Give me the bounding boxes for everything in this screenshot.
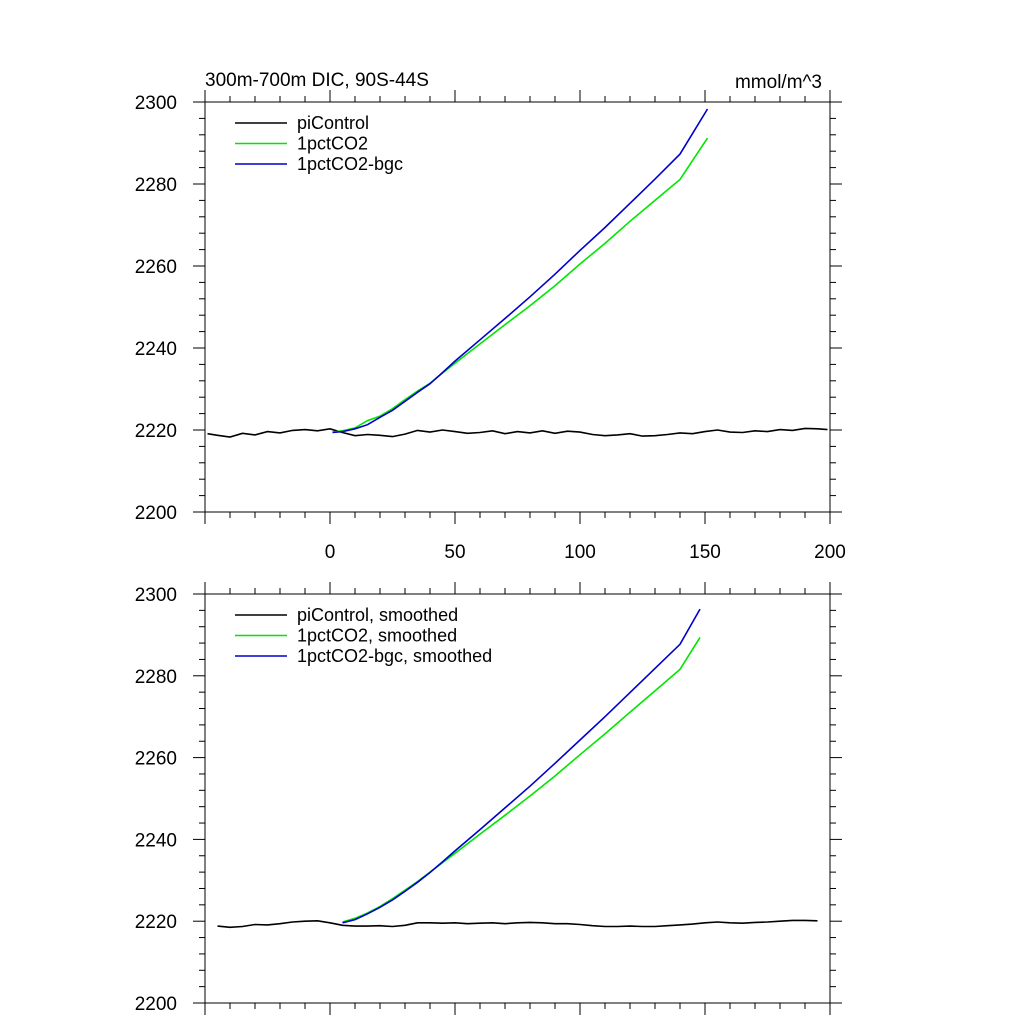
series-line-1 xyxy=(332,137,709,433)
series-line-2 xyxy=(342,608,701,924)
x-tick-label: 150 xyxy=(689,542,721,563)
plot-frame xyxy=(204,101,831,513)
legend-label: 1pctCO2-bgc, smoothed xyxy=(297,646,492,666)
legend-label: piControl, smoothed xyxy=(297,605,458,625)
y-tick-label: 2300 xyxy=(135,585,177,606)
x-tick-label: 0 xyxy=(325,542,336,563)
y-tick-label: 2280 xyxy=(135,667,177,688)
y-tick-label: 2220 xyxy=(135,421,177,442)
y-tick-label: 2260 xyxy=(135,749,177,770)
series-line-0 xyxy=(217,919,818,929)
x-tick-label: 50 xyxy=(444,542,465,563)
x-tick-label: 200 xyxy=(814,542,846,563)
legend-label: 1pctCO2 xyxy=(297,134,368,154)
y-tick-label: 2260 xyxy=(135,257,177,278)
units-label: mmol/m^3 xyxy=(735,72,822,93)
legend-label: piControl xyxy=(297,113,369,133)
y-tick-label: 2240 xyxy=(135,830,177,851)
y-tick-label: 2280 xyxy=(135,175,177,196)
y-tick-label: 2200 xyxy=(135,994,177,1015)
plot-frame xyxy=(204,593,831,1004)
legend-label: 1pctCO2-bgc xyxy=(297,154,403,174)
legend-label: 1pctCO2, smoothed xyxy=(297,626,457,646)
y-tick-label: 2220 xyxy=(135,912,177,933)
x-tick-label: 100 xyxy=(564,542,596,563)
top-panel: 2200 2220 2240 2260 2280 2300 0 50 100 150 200 300m… xyxy=(135,70,846,563)
series-line-0 xyxy=(207,427,828,438)
y-tick-label: 2240 xyxy=(135,339,177,360)
bottom-panel: 2200 2220 2240 2260 2280 2300 piControl, smoot… xyxy=(135,582,842,1015)
series-line-1 xyxy=(342,636,701,923)
chart-title: 300m-700m DIC, 90S-44S xyxy=(205,70,429,91)
y-tick-label: 2300 xyxy=(135,93,177,114)
series-line-2 xyxy=(332,108,709,434)
y-tick-label: 2200 xyxy=(135,503,177,524)
